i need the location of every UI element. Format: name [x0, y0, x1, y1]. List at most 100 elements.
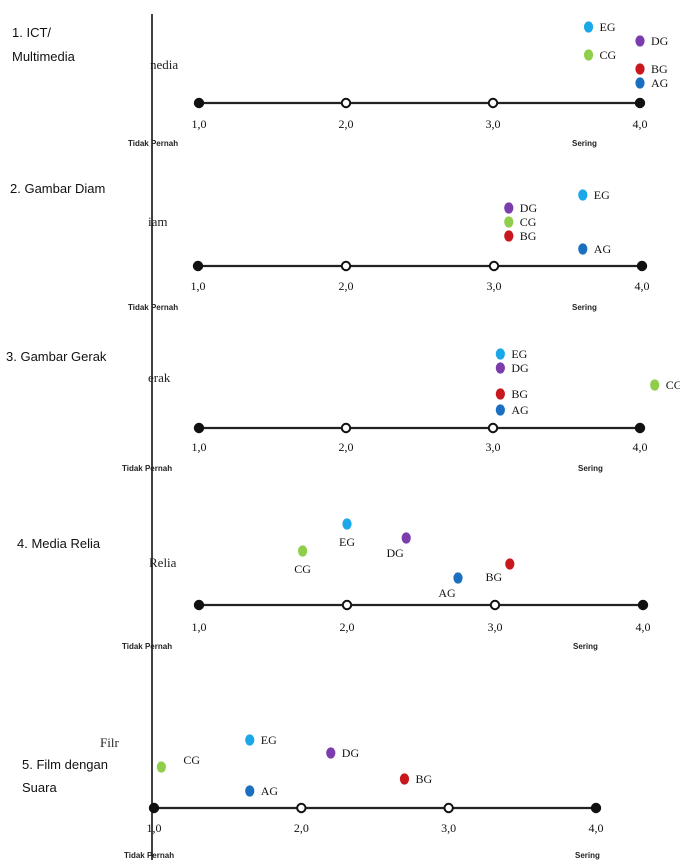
residual-label: Filr — [100, 735, 119, 750]
left-end-label: Tidak Pernah — [128, 139, 178, 148]
data-label-ag: AG — [261, 784, 279, 798]
right-end-label: Sering — [572, 139, 597, 148]
data-label-cg: CG — [183, 753, 200, 767]
x-tick-label: 3,0 — [441, 821, 456, 835]
data-point-bg — [504, 230, 514, 242]
data-point-eg — [583, 21, 594, 33]
data-point-eg — [342, 518, 352, 530]
x-tick-label: 4,0 — [633, 440, 648, 454]
data-label-cg: CG — [600, 48, 617, 62]
axis-tick-marker — [340, 97, 352, 109]
panel-title: Multimedia — [12, 49, 76, 64]
panel-title: 5. Film dengan — [22, 757, 108, 772]
data-point-eg — [245, 734, 255, 746]
axis-tick-marker — [193, 97, 205, 109]
x-tick-label: 4,0 — [635, 279, 650, 293]
data-label-dg: DG — [342, 746, 360, 760]
x-tick-label: 1,0 — [147, 821, 162, 835]
axis-tick-marker — [148, 802, 160, 814]
data-point-dg — [495, 362, 505, 374]
panel-title: 1. ICT/ — [12, 25, 51, 40]
axis-tick-marker — [488, 260, 500, 272]
data-label-ag: AG — [511, 403, 529, 417]
data-label-bg: BG — [511, 387, 528, 401]
data-point-bg — [635, 63, 645, 75]
data-label-dg: DG — [387, 546, 405, 560]
data-point-cg — [298, 545, 308, 557]
data-label-eg: EG — [339, 535, 355, 549]
data-label-eg: EG — [600, 20, 616, 34]
data-label-cg: CG — [666, 378, 680, 392]
x-tick-label: 4,0 — [589, 821, 604, 835]
x-tick-label: 3,0 — [486, 117, 501, 131]
axis-tick-marker — [192, 260, 204, 272]
data-point-ag — [635, 77, 645, 89]
data-label-cg: CG — [294, 562, 311, 576]
x-tick-label: 1,0 — [192, 117, 207, 131]
data-label-bg: BG — [485, 570, 502, 584]
axis-tick-marker — [590, 802, 602, 814]
panel-3: 3. Gambar Gerak erak 1,0 2,0 3,0 4,0 Tidak Per… — [6, 347, 680, 473]
axis-tick-marker — [634, 422, 646, 434]
data-point-eg — [578, 189, 588, 201]
panel-title: 3. Gambar Gerak — [6, 349, 107, 364]
data-label-ag: AG — [594, 242, 612, 256]
right-end-label: Sering — [572, 303, 597, 312]
data-point-ag — [578, 243, 588, 255]
axis-tick-marker — [636, 260, 648, 272]
data-label-eg: EG — [511, 347, 527, 361]
left-end-label: Tidak Pernah — [122, 642, 172, 651]
data-point-ag — [245, 785, 255, 797]
axis-tick-marker — [193, 599, 205, 611]
axis-tick-marker — [634, 97, 646, 109]
panel-5: 5. Film dengan Suara Filr 1,0 2,0 3,0 4,0 Tidak… — [22, 733, 604, 860]
x-tick-label: 2,0 — [339, 440, 354, 454]
panel-4: 4. Media Relia Relia 1,0 2,0 3,0 4,0 Tidak Per… — [17, 518, 651, 651]
axis-tick-marker — [341, 599, 353, 611]
axis-tick-marker — [443, 802, 454, 814]
panel-title: Suara — [22, 780, 57, 795]
data-label-dg: DG — [520, 201, 538, 215]
x-tick-label: 2,0 — [339, 279, 354, 293]
data-point-ag — [453, 572, 463, 584]
x-tick-label: 1,0 — [192, 620, 207, 634]
x-tick-label: 4,0 — [636, 620, 651, 634]
x-tick-label: 3,0 — [487, 279, 502, 293]
panel-1: 1. ICT/Multimedia nedia 1,0 2,0 3,0 4,0 Tidak … — [12, 20, 669, 148]
data-label-dg: DG — [511, 361, 529, 375]
panel-2: 2. Gambar Diam iam 1,0 2,0 3,0 4,0 Tidak Perna… — [10, 181, 650, 312]
data-label-eg: EG — [261, 733, 277, 747]
panel-title: 4. Media Relia — [17, 536, 101, 551]
axis-tick-marker — [489, 599, 501, 611]
axis-tick-marker — [296, 802, 307, 814]
x-tick-label: 1,0 — [191, 279, 206, 293]
data-label-cg: CG — [520, 215, 537, 229]
right-end-label: Sering — [575, 851, 600, 860]
data-point-bg — [505, 558, 515, 570]
axis-tick-marker — [193, 422, 205, 434]
x-tick-label: 4,0 — [633, 117, 648, 131]
x-tick-label: 3,0 — [488, 620, 503, 634]
data-label-dg: DG — [651, 34, 669, 48]
x-tick-label: 3,0 — [486, 440, 501, 454]
data-point-cg — [156, 761, 166, 773]
right-end-label: Sering — [578, 464, 603, 473]
data-label-bg: BG — [415, 772, 432, 786]
right-end-label: Sering — [573, 642, 598, 651]
axis-tick-marker — [637, 599, 649, 611]
data-point-cg — [504, 216, 514, 228]
residual-label: iam — [148, 214, 168, 229]
data-point-ag — [495, 404, 505, 416]
data-label-bg: BG — [520, 229, 537, 243]
left-end-label: Tidak Pernah — [128, 303, 178, 312]
data-point-dg — [401, 532, 411, 544]
data-point-bg — [495, 388, 505, 400]
x-tick-label: 2,0 — [294, 821, 309, 835]
data-point-dg — [504, 202, 514, 214]
data-point-cg — [583, 49, 594, 61]
axis-tick-marker — [340, 260, 352, 272]
x-tick-label: 1,0 — [192, 440, 207, 454]
data-point-dg — [635, 35, 645, 47]
data-point-dg — [326, 747, 336, 759]
data-point-bg — [399, 773, 410, 785]
